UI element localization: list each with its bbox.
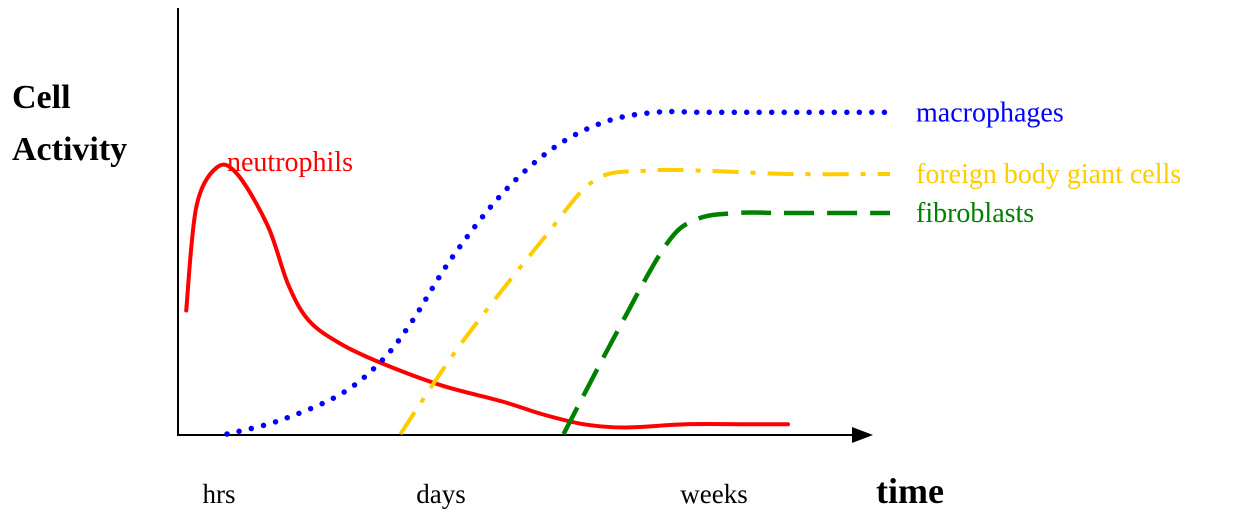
series-labels: neutrophils macrophages foreign body giant… [227,97,1181,229]
x-axis-label: time [876,471,944,511]
x-tick-labels: hrs days weeks [203,479,748,509]
x-tick-label-weeks: weeks [680,479,747,509]
x-tick-label-hrs: hrs [203,479,236,509]
y-axis-label-line-2: Activity [12,131,127,168]
series-curves [184,108,893,437]
series-label-foreign-body-giant-cells: foreign body giant cells [916,159,1181,190]
y-axis-label-line-1: Cell [12,79,71,116]
series-line-foreign-body-giant-cells [398,167,891,436]
series-line-macrophages [224,108,893,437]
series-label-neutrophils: neutrophils [227,147,353,178]
x-tick-label-days: days [416,479,466,509]
series-label-fibroblasts: fibroblasts [916,198,1034,229]
series-line-neutrophils [184,162,790,430]
series-line-fibroblasts [561,210,890,436]
series-label-macrophages: macrophages [916,97,1064,128]
x-axis-arrowhead [852,427,873,443]
